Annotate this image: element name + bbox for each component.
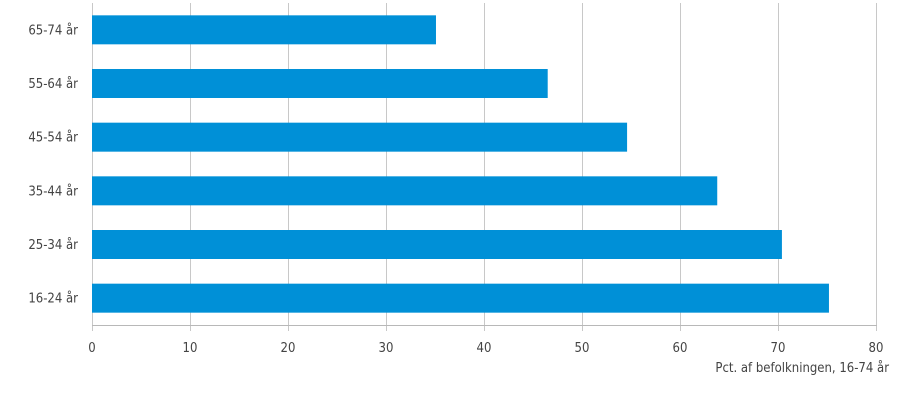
bars xyxy=(92,15,829,313)
category-label: 35-44 år xyxy=(28,184,78,199)
x-tick-label: 60 xyxy=(673,341,688,356)
gridlines xyxy=(92,3,877,331)
bar xyxy=(92,283,829,313)
x-tick-label: 40 xyxy=(477,341,492,356)
x-tick-label: 20 xyxy=(281,341,296,356)
bar xyxy=(92,176,718,206)
bar xyxy=(92,122,628,152)
category-label: 65-74 år xyxy=(28,23,78,38)
x-axis-title: Pct. af befolkningen, 16-74 år xyxy=(715,361,889,376)
x-tick-label: 50 xyxy=(575,341,590,356)
category-label: 16-24 år xyxy=(28,292,78,307)
category-labels: 65-74 år 55-64 år 45-54 år 35-44 år 25-34 år… xyxy=(28,23,78,306)
x-tick-label: 0 xyxy=(88,341,95,356)
bar xyxy=(92,15,436,45)
bar xyxy=(92,230,782,259)
x-tick-label: 80 xyxy=(869,341,884,356)
x-tick-label: 30 xyxy=(379,341,394,356)
bar xyxy=(92,69,548,98)
category-label: 45-54 år xyxy=(28,131,78,146)
x-tick-label: 10 xyxy=(183,341,198,356)
x-tick-label: 70 xyxy=(771,341,786,356)
category-label: 25-34 år xyxy=(28,238,78,253)
x-tick-labels: 0 10 20 30 40 50 60 70 80 xyxy=(88,341,883,356)
category-label: 55-64 år xyxy=(28,77,78,92)
